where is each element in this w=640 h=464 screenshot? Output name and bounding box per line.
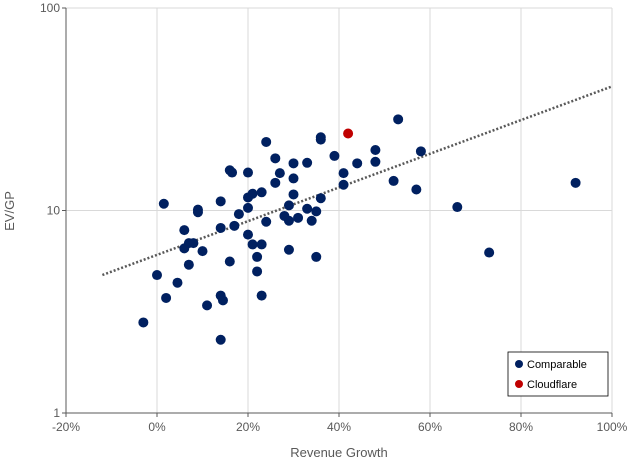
point-comparable	[283, 244, 294, 255]
point-comparable	[283, 215, 294, 226]
point-comparable	[215, 334, 226, 345]
point-comparable	[352, 158, 363, 169]
point-comparable	[370, 144, 381, 155]
x-tick-labels: -20% 0% 20% 40% 60% 80% 100%	[52, 420, 628, 434]
point-comparable	[215, 222, 226, 233]
x-tick-label: 20%	[236, 420, 260, 434]
point-comparable	[306, 215, 317, 226]
point-comparable	[227, 167, 238, 178]
x-tick-label: 80%	[509, 420, 533, 434]
point-comparable	[247, 239, 258, 250]
point-comparable	[252, 251, 263, 262]
x-tick-label: 100%	[597, 420, 628, 434]
point-comparable	[415, 146, 426, 157]
x-tick-label: 40%	[327, 420, 351, 434]
point-comparable	[243, 202, 253, 213]
point-comparable	[233, 209, 244, 220]
x-tick-label: 0%	[148, 420, 166, 434]
y-tick-label: 100	[40, 1, 60, 15]
point-comparable	[311, 206, 322, 217]
trendline	[101, 85, 613, 277]
point-comparable	[283, 200, 294, 211]
point-comparable	[247, 188, 258, 199]
point-comparable	[261, 216, 272, 227]
point-comparable	[393, 114, 404, 125]
y-tick-label: 10	[47, 204, 61, 218]
point-comparable	[197, 246, 208, 257]
point-comparable	[192, 207, 203, 218]
legend-label-cloudflare: Cloudflare	[527, 379, 577, 391]
legend: Comparable Cloudflare	[507, 351, 609, 397]
point-comparable	[329, 150, 340, 161]
point-comparable	[288, 189, 299, 200]
point-comparable	[172, 277, 183, 288]
point-comparable	[338, 179, 349, 190]
x-axis-label: Revenue Growth	[290, 445, 388, 460]
y-tick-label: 1	[53, 406, 60, 420]
legend-marker-comparable	[515, 360, 523, 368]
point-comparable	[224, 256, 235, 267]
point-comparable	[215, 196, 226, 207]
point-comparable	[315, 193, 326, 204]
point-comparable	[138, 317, 149, 328]
point-cloudflare	[343, 128, 354, 139]
point-comparable	[202, 300, 213, 311]
legend-marker-cloudflare	[515, 380, 523, 388]
axes	[62, 7, 613, 417]
point-comparable	[217, 295, 228, 306]
point-comparable	[302, 203, 313, 214]
point-comparable	[256, 187, 267, 198]
point-comparable	[388, 175, 399, 186]
point-comparable	[302, 157, 313, 168]
gridlines	[66, 7, 613, 413]
point-comparable	[288, 173, 299, 184]
point-comparable	[288, 158, 299, 169]
point-comparable	[270, 153, 281, 164]
point-comparable	[293, 212, 304, 223]
point-comparable	[243, 167, 253, 178]
y-axis-label: EV/GP	[2, 191, 17, 231]
point-comparable	[311, 251, 322, 262]
x-tick-label: -20%	[52, 420, 80, 434]
x-tick-label: 60%	[418, 420, 442, 434]
point-comparable	[452, 202, 463, 213]
point-comparable	[484, 247, 495, 258]
point-comparable	[338, 168, 349, 179]
y-tick-labels: 1 10 100	[40, 1, 60, 420]
legend-label-comparable: Comparable	[527, 359, 587, 371]
trendline-path	[101, 85, 613, 277]
point-comparable	[252, 266, 263, 277]
legend-box	[507, 351, 609, 397]
point-comparable	[270, 177, 281, 188]
point-comparable	[152, 270, 162, 281]
point-comparable	[161, 292, 172, 303]
point-comparable	[256, 290, 267, 301]
data-points	[138, 114, 581, 345]
point-comparable	[188, 238, 199, 249]
point-comparable	[370, 156, 381, 167]
point-comparable	[179, 225, 190, 236]
point-comparable	[183, 259, 194, 270]
point-comparable	[229, 220, 240, 231]
point-comparable	[315, 134, 326, 145]
point-comparable	[570, 177, 581, 188]
point-comparable	[243, 229, 253, 240]
point-comparable	[256, 239, 267, 250]
point-comparable	[261, 136, 272, 147]
point-comparable	[158, 198, 169, 209]
point-comparable	[274, 168, 285, 179]
point-comparable	[411, 184, 422, 195]
